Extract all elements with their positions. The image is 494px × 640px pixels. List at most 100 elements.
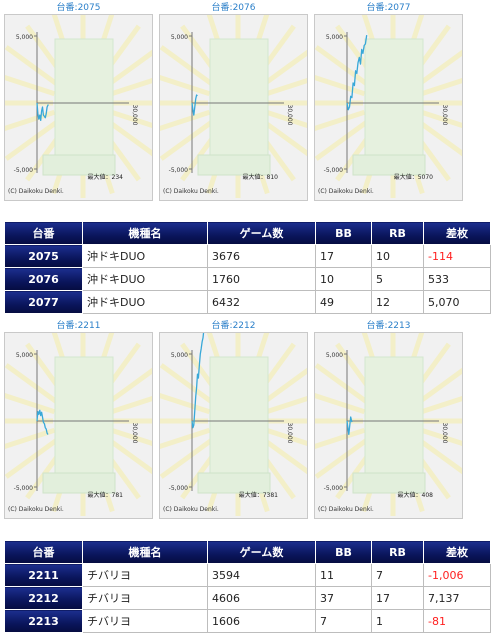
background-ray bbox=[265, 77, 307, 97]
bb-count: 11 bbox=[315, 563, 372, 587]
background-ray bbox=[5, 363, 61, 406]
bb-count: 7 bbox=[315, 609, 372, 633]
machine-number[interactable]: 2213 bbox=[4, 609, 83, 633]
background-ray bbox=[160, 363, 216, 406]
background-ray bbox=[110, 395, 152, 415]
graph-card: 台番:2077 5,000 -5,000 30,000 最大値：5070 (C) Dai… bbox=[314, 2, 463, 202]
background-ray bbox=[260, 49, 307, 88]
background-ray bbox=[260, 367, 307, 406]
background-ray bbox=[160, 436, 216, 479]
background-panel bbox=[197, 472, 271, 494]
machine-model: 沖ドキDUO bbox=[82, 244, 208, 268]
background-ray bbox=[315, 393, 366, 415]
background-ray bbox=[265, 427, 307, 447]
y-tick-label: -5,000 bbox=[14, 485, 34, 492]
background-ray bbox=[420, 427, 462, 447]
machine-number[interactable]: 2075 bbox=[4, 244, 83, 268]
machine-number[interactable]: 2211 bbox=[4, 563, 83, 587]
graph-title[interactable]: 台番:2075 bbox=[56, 3, 101, 13]
header-rb: RB bbox=[371, 540, 424, 564]
y-tick-label: 5,000 bbox=[16, 34, 33, 41]
background-ray bbox=[415, 436, 462, 475]
background-ray bbox=[415, 118, 462, 157]
background-ray bbox=[260, 436, 307, 475]
graph-title[interactable]: 台番:2213 bbox=[366, 321, 411, 331]
background-panel bbox=[54, 356, 114, 478]
machine-table: 台番 機種名 ゲーム数 BB RB 差枚 2211 チバリヨ 3594 11 7… bbox=[4, 540, 491, 633]
background-ray bbox=[160, 109, 211, 131]
graph-svg: 5,000 -5,000 30,000 最大値：408 (C) Daikoku Denk… bbox=[315, 333, 462, 516]
game-count: 6432 bbox=[207, 290, 316, 314]
y-tick-label: -5,000 bbox=[169, 485, 189, 492]
machine-number[interactable]: 2077 bbox=[4, 290, 83, 314]
background-panel bbox=[352, 154, 426, 176]
machine-model: チバリヨ bbox=[82, 563, 208, 587]
background-ray bbox=[160, 393, 211, 415]
y-tick-label: -5,000 bbox=[324, 485, 344, 492]
graph-title[interactable]: 台番:2211 bbox=[56, 321, 101, 331]
table-row: 2075 沖ドキDUO 3676 17 10 -114 bbox=[4, 244, 491, 268]
game-count: 1606 bbox=[207, 609, 316, 633]
background-ray bbox=[160, 427, 211, 449]
rb-count: 7 bbox=[371, 563, 424, 587]
y-tick-label: 5,000 bbox=[326, 352, 343, 359]
graph-svg: 5,000 -5,000 30,000 最大値：7381 (C) Daikoku Den… bbox=[160, 333, 307, 516]
slump-line bbox=[346, 35, 368, 111]
bb-count: 10 bbox=[315, 267, 372, 291]
table-header-row: 台番 機種名 ゲーム数 BB RB 差枚 bbox=[4, 221, 491, 245]
table-row: 2211 チバリヨ 3594 11 7 -1,006 bbox=[4, 563, 491, 587]
medal-diff: -114 bbox=[423, 244, 491, 268]
background-panel bbox=[209, 38, 269, 160]
game-count: 4606 bbox=[207, 586, 316, 610]
machine-number[interactable]: 2212 bbox=[4, 586, 83, 610]
header-bb: BB bbox=[315, 540, 372, 564]
background-ray bbox=[110, 77, 152, 97]
graph-svg: 5,000 -5,000 30,000 最大値：781 (C) Daikoku Denk… bbox=[5, 333, 152, 516]
header-diff: 差枚 bbox=[423, 221, 491, 245]
slump-line bbox=[36, 409, 49, 435]
graph-background bbox=[315, 15, 462, 198]
machine-number[interactable]: 2076 bbox=[4, 267, 83, 291]
bb-count: 37 bbox=[315, 586, 372, 610]
background-ray bbox=[5, 427, 56, 449]
copyright-text: (C) Daikoku Denki. bbox=[318, 188, 374, 195]
slump-graph: 5,000 -5,000 30,000 最大値：7381 (C) Daikoku Den… bbox=[159, 332, 308, 519]
max-value-label: 最大値：408 bbox=[398, 491, 434, 499]
table-row: 2077 沖ドキDUO 6432 49 12 5,070 bbox=[4, 290, 491, 314]
slump-line bbox=[191, 94, 198, 116]
background-ray bbox=[105, 436, 152, 475]
medal-diff: -81 bbox=[423, 609, 491, 633]
graph-row: 台番:2211 5,000 -5,000 30,000 最大値：781 (C) Daik… bbox=[4, 320, 490, 520]
background-panel bbox=[364, 38, 424, 160]
background-ray bbox=[110, 109, 152, 129]
y-tick-label: 5,000 bbox=[171, 352, 188, 359]
y-tick-label: -5,000 bbox=[324, 167, 344, 174]
graph-row: 台番:2075 5,000 -5,000 30,000 最大値：234 (C) Daik… bbox=[4, 2, 490, 202]
graph-title[interactable]: 台番:2076 bbox=[211, 3, 256, 13]
background-panel bbox=[42, 472, 116, 494]
game-count: 3594 bbox=[207, 563, 316, 587]
header-diff: 差枚 bbox=[423, 540, 491, 564]
header-number: 台番 bbox=[4, 221, 83, 245]
background-panel bbox=[197, 154, 271, 176]
header-bb: BB bbox=[315, 221, 372, 245]
background-panel bbox=[54, 38, 114, 160]
y-tick-label: 5,000 bbox=[326, 34, 343, 41]
bb-count: 49 bbox=[315, 290, 372, 314]
table-row: 2212 チバリヨ 4606 37 17 7,137 bbox=[4, 586, 491, 610]
background-panel bbox=[42, 154, 116, 176]
background-ray bbox=[110, 427, 152, 447]
y-tick-label: -5,000 bbox=[169, 167, 189, 174]
background-ray bbox=[5, 45, 61, 88]
background-panel bbox=[352, 472, 426, 494]
machine-table: 台番 機種名 ゲーム数 BB RB 差枚 2075 沖ドキDUO 3676 17… bbox=[4, 221, 491, 314]
slump-graph: 5,000 -5,000 30,000 最大値：781 (C) Daikoku Denk… bbox=[4, 332, 153, 519]
background-ray bbox=[105, 367, 152, 406]
graph-title[interactable]: 台番:2212 bbox=[211, 321, 256, 331]
rb-count: 5 bbox=[371, 267, 424, 291]
background-ray bbox=[315, 427, 366, 449]
graph-title[interactable]: 台番:2077 bbox=[366, 3, 411, 13]
background-ray bbox=[415, 49, 462, 88]
slump-graph: 5,000 -5,000 30,000 最大値：408 (C) Daikoku Denk… bbox=[314, 332, 463, 519]
graph-background bbox=[5, 15, 152, 198]
